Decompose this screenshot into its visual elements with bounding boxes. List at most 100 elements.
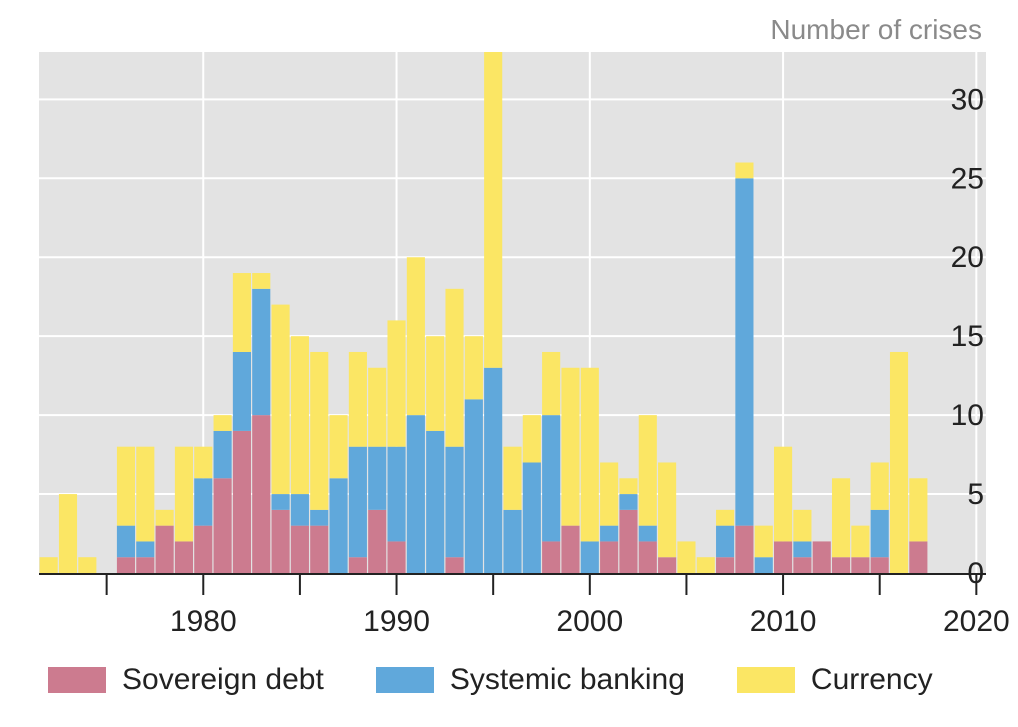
legend-label-currency: Currency [810,663,933,696]
bar-systemic-banking [503,509,522,573]
bar-systemic-banking [542,415,561,542]
bar-sovereign-debt [194,525,213,573]
bar-currency [252,273,271,289]
bar-sovereign-debt [116,557,136,573]
bar-currency [445,288,464,447]
bar-sovereign-debt [600,541,619,573]
bar-systemic-banking [580,541,599,573]
bar-sovereign-debt [561,525,580,573]
bar-systemic-banking [406,415,425,573]
bar-systemic-banking [426,430,445,573]
bar-currency [310,351,329,510]
x-tick-label: 2010 [750,605,817,638]
bar-sovereign-debt [387,541,406,573]
bar-sovereign-debt [619,509,638,573]
y-tick-label: 25 [951,162,984,195]
bar-currency [580,367,599,542]
bar-currency [155,509,174,526]
bar-sovereign-debt [290,525,309,573]
bar-systemic-banking [870,509,889,558]
bar-currency [329,415,348,479]
y-tick-label: 20 [951,241,984,274]
bar-currency [696,557,715,573]
axes: 1980 1990 2000 2010 2020 0 5 10 15 20 25 30 [39,83,1010,638]
bar-currency [658,462,677,558]
bar-currency [503,446,522,510]
bar-sovereign-debt [909,541,928,573]
bar-systemic-banking [271,494,290,510]
bar-currency [542,351,561,416]
bar-systemic-banking [387,446,406,542]
bar-currency [889,351,909,573]
x-tick-label: 1990 [363,605,430,638]
bar-systemic-banking [484,367,503,573]
bar-currency [793,509,812,542]
bar-currency [464,336,483,400]
bar-systemic-banking [213,430,232,479]
legend-swatch-currency [736,667,795,693]
bar-sovereign-debt [155,525,174,573]
bar-systemic-banking [754,557,773,573]
bar-systemic-banking [194,478,213,526]
bar-currency [735,162,754,179]
bar-sovereign-debt [232,430,251,573]
bar-sovereign-debt [174,541,194,573]
legend-item-currency: Currency [736,663,933,697]
bar-currency [909,478,928,542]
bar-currency [522,415,541,463]
bar-currency [213,415,232,431]
bar-sovereign-debt [213,478,232,573]
bars [39,52,928,573]
bar-sovereign-debt [136,557,155,573]
y-tick-label: 0 [967,557,984,590]
bar-currency [348,351,367,447]
y-tick-label: 5 [967,478,984,511]
bar-currency [484,52,503,368]
bar-currency [406,257,425,416]
bar-systemic-banking [310,509,329,526]
bar-sovereign-debt [368,509,387,573]
legend: Sovereign debt Systemic banking Currency [48,663,985,697]
legend-item-sovereign-debt: Sovereign debt [48,663,324,697]
bar-sovereign-debt [271,509,290,573]
legend-swatch-sovereign-debt [48,667,106,693]
bar-systemic-banking [735,178,754,526]
bar-sovereign-debt [735,525,754,573]
bar-systemic-banking [368,446,387,510]
bar-systemic-banking [232,351,251,431]
legend-item-systemic-banking: Systemic banking [375,663,685,697]
bar-systemic-banking [136,541,155,558]
bar-systemic-banking [793,541,812,558]
y-tick-label: 15 [951,320,984,353]
bar-systemic-banking [116,525,136,558]
bar-currency [174,446,194,542]
bar-currency [870,462,889,510]
bar-currency [677,541,696,573]
bar-sovereign-debt [658,557,677,573]
bar-currency [39,557,58,573]
bar-systemic-banking [329,478,348,573]
bar-sovereign-debt [851,557,870,573]
bar-currency [774,446,793,542]
bar-systemic-banking [716,525,735,558]
bar-currency [387,320,406,447]
bar-systemic-banking [348,446,367,558]
bar-currency [271,304,290,495]
bar-currency [638,415,657,526]
bar-sovereign-debt [870,557,889,573]
bar-currency [426,336,445,431]
legend-swatch-systemic-banking [375,667,434,693]
bar-currency [600,462,619,526]
legend-label-systemic-banking: Systemic banking [449,663,685,696]
bar-currency [831,478,851,558]
bar-currency [716,509,735,526]
bar-sovereign-debt [716,557,735,573]
bar-sovereign-debt [252,415,271,573]
x-tick-label: 1980 [170,605,237,638]
bar-systemic-banking [522,462,541,573]
bar-sovereign-debt [812,541,831,573]
bar-currency [754,525,773,558]
bar-currency [232,273,251,352]
bar-currency [78,557,97,573]
